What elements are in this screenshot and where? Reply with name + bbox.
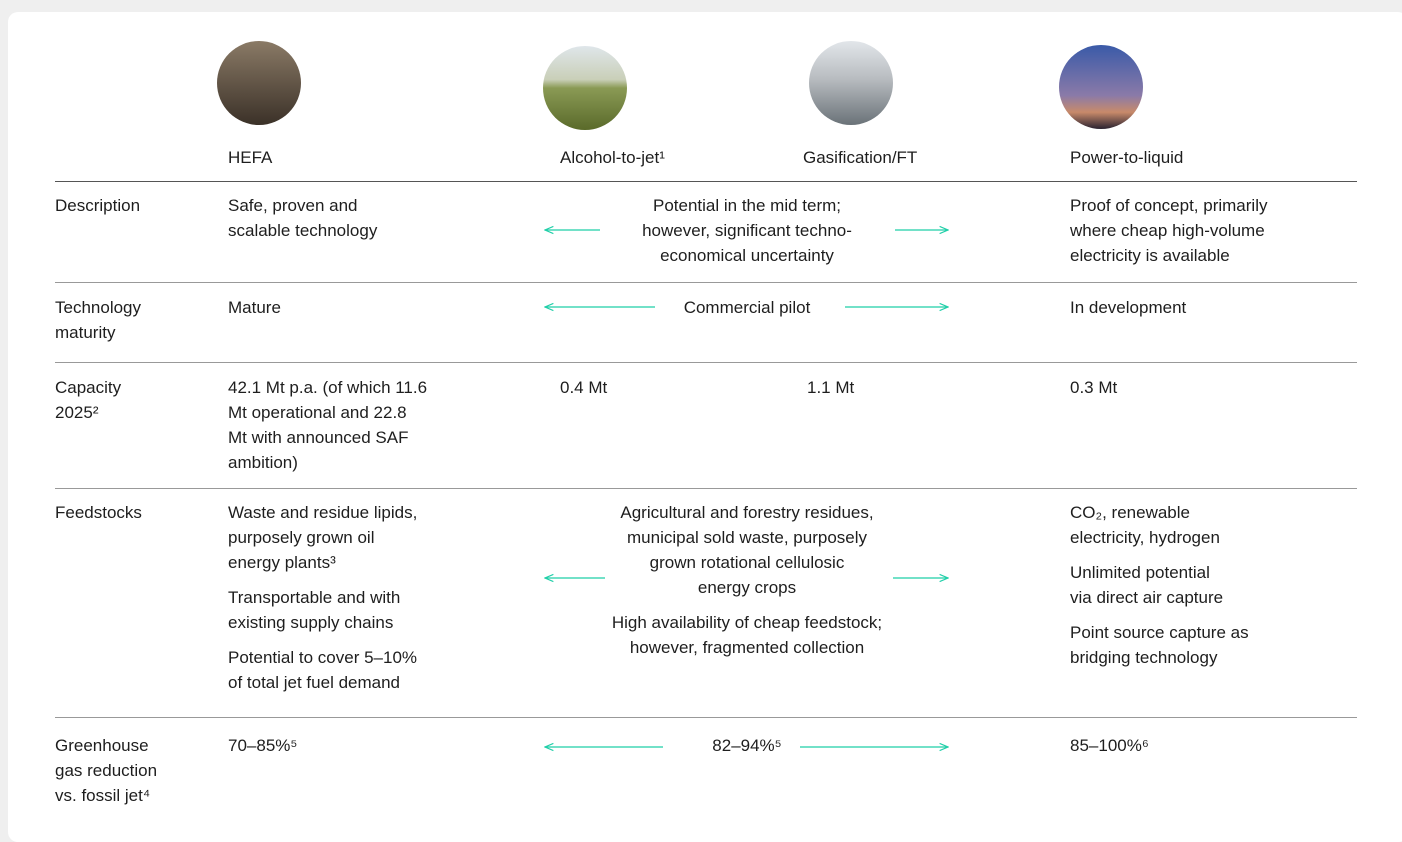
row-rule xyxy=(55,282,1357,283)
cell-text: energy crops xyxy=(697,578,797,597)
gasification-image xyxy=(809,41,893,125)
cell-text: Potential to cover 5–10% xyxy=(228,648,418,667)
row-label: vs. fossil jet⁴ xyxy=(55,786,151,805)
cell-text: Mt with announced SAF xyxy=(228,428,409,447)
cell-text: Waste and residue lipids, xyxy=(228,503,418,522)
row-label: Greenhouse xyxy=(55,736,149,755)
row-label: Technology xyxy=(55,298,142,317)
column-header: Gasification/FT xyxy=(803,148,918,167)
cell-text: CO₂, renewable xyxy=(1070,503,1190,522)
column-header: Power-to-liquid xyxy=(1070,148,1184,167)
cell-text: purposely grown oil xyxy=(228,528,375,547)
cell-text: 1.1 Mt xyxy=(807,378,855,397)
cell-text: 85–100%⁶ xyxy=(1070,736,1149,755)
cell-text: Potential in the mid term; xyxy=(652,196,842,215)
cell-text: Transportable and with xyxy=(228,588,401,607)
cell-text: 70–85%⁵ xyxy=(228,736,298,755)
arrows xyxy=(545,230,948,747)
row-label: Description xyxy=(55,196,141,215)
column-header: Alcohol-to-jet¹ xyxy=(560,148,665,167)
row-label: gas reduction xyxy=(55,761,158,780)
cell-text: economical uncertainty xyxy=(660,246,834,265)
cell-text: electricity is available xyxy=(1070,246,1230,265)
cell-text: Unlimited potential xyxy=(1070,563,1210,582)
cell-text: where cheap high-volume xyxy=(1070,221,1265,240)
cell-text: High availability of cheap feedstock; xyxy=(611,613,883,632)
cell-text: of total jet fuel demand xyxy=(228,673,401,692)
cell-text: 82–94%⁵ xyxy=(712,736,782,755)
ptl-image xyxy=(1059,45,1143,129)
hefa-image xyxy=(217,41,301,125)
column-header: HEFA xyxy=(228,148,273,167)
row-label: maturity xyxy=(55,323,116,342)
cell-text: Mt operational and 22.8 xyxy=(228,403,407,422)
cell-text: In development xyxy=(1070,298,1187,317)
cell-text: Agricultural and forestry residues, xyxy=(620,503,874,522)
cell-text: Point source capture as xyxy=(1070,623,1249,642)
cell-text: existing supply chains xyxy=(228,613,394,632)
card xyxy=(8,12,1402,842)
header-rule xyxy=(55,181,1357,182)
cell-text: Safe, proven and xyxy=(228,196,358,215)
cell-text: bridging technology xyxy=(1070,648,1218,667)
cell-text: 0.3 Mt xyxy=(1070,378,1118,397)
cell-text: Commercial pilot xyxy=(683,298,811,317)
cell-text: energy plants³ xyxy=(228,553,336,572)
cell-text: ambition) xyxy=(228,453,298,472)
cell-text: 0.4 Mt xyxy=(560,378,608,397)
row-label: 2025² xyxy=(55,403,99,422)
cell-text: Proof of concept, primarily xyxy=(1070,196,1268,215)
cell-text: electricity, hydrogen xyxy=(1070,528,1220,547)
cell-text: via direct air capture xyxy=(1070,588,1224,607)
cell-text: municipal sold waste, purposely xyxy=(626,528,868,547)
cell-text: however, fragmented collection xyxy=(629,638,865,657)
cell-text: grown rotational cellulosic xyxy=(649,553,845,572)
alcohol-image xyxy=(543,46,627,130)
row-rule xyxy=(55,488,1357,489)
row-label: Feedstocks xyxy=(55,503,142,522)
cell-text: 42.1 Mt p.a. (of which 11.6 xyxy=(228,378,428,397)
cell-text: however, significant techno- xyxy=(642,221,852,240)
row-rule xyxy=(55,717,1357,718)
cell-text: scalable technology xyxy=(228,221,378,240)
row-rule xyxy=(55,362,1357,363)
cell-text: Mature xyxy=(228,298,281,317)
row-label: Capacity xyxy=(55,378,122,397)
